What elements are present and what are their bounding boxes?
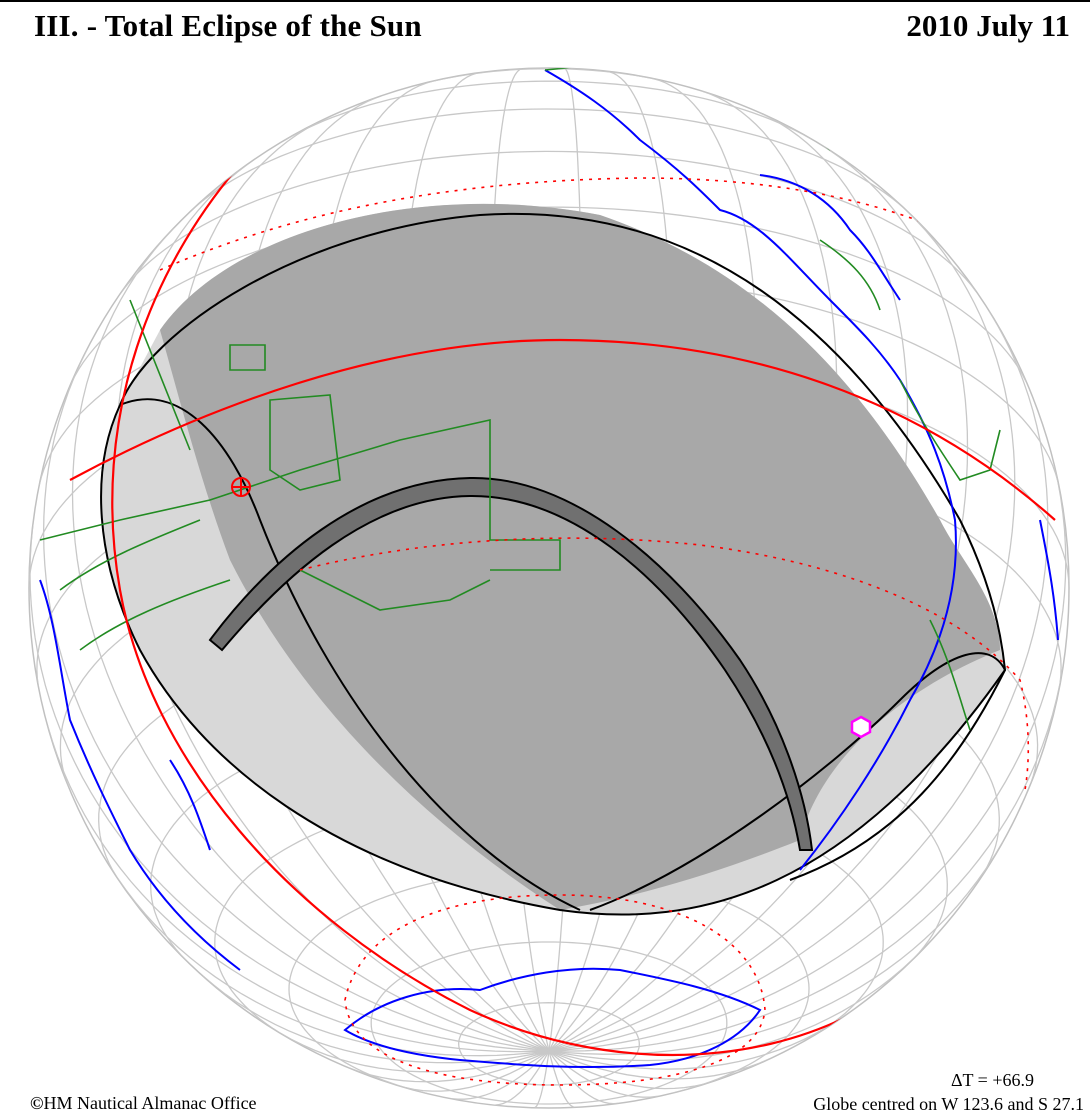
penumbral-limit-upper <box>119 212 1006 671</box>
graticule-line <box>548 1050 618 1105</box>
red-sun-horizon-curve <box>69 338 1056 521</box>
graticule-line <box>370 941 728 1105</box>
top-rule <box>0 0 1090 2</box>
graticule-line <box>534 1050 550 1108</box>
graticule-line <box>46 725 550 1053</box>
page-title: III. - Total Eclipse of the Sun <box>34 8 422 43</box>
coastline-lines <box>39 69 1059 1069</box>
graticule-line <box>495 1050 550 1106</box>
copyright-text: HM Nautical Almanac Office <box>43 1093 257 1113</box>
red-limb-curve <box>111 147 861 1056</box>
delta-t-label: ΔT = +66.9 <box>950 1070 1034 1090</box>
eclipse-date: 2010 July 11 <box>906 8 1070 43</box>
totality-path <box>208 476 814 851</box>
graticule-line <box>119 150 977 295</box>
copyright-notice: ©HM Nautical Almanac Office <box>30 1093 257 1114</box>
graticule-line <box>451 1050 550 1100</box>
graticule-line <box>283 80 812 142</box>
graticule-line <box>548 1050 575 1108</box>
penumbral-limit-outer <box>100 404 1006 916</box>
copyright-icon: © <box>30 1093 44 1113</box>
setting-limit-curve <box>589 652 1007 911</box>
graticule-line <box>548 311 1049 1052</box>
globe-centre-label: Globe centred on W 123.6 and S 27.1 <box>813 1094 1084 1114</box>
graticule-line <box>189 108 907 213</box>
hexagon-marker <box>850 715 872 739</box>
graticule-line <box>348 1050 550 1083</box>
graticule-line <box>404 1050 550 1092</box>
graticule-line <box>71 227 550 1052</box>
graticule-line <box>548 667 1064 1052</box>
shadow-region <box>160 203 1000 910</box>
crosshair-marker <box>231 477 251 497</box>
graticule-line <box>42 348 550 1052</box>
dotted-polar-circle <box>344 894 766 1086</box>
graticule-line <box>548 465 1067 1052</box>
graticule-line <box>433 68 662 82</box>
